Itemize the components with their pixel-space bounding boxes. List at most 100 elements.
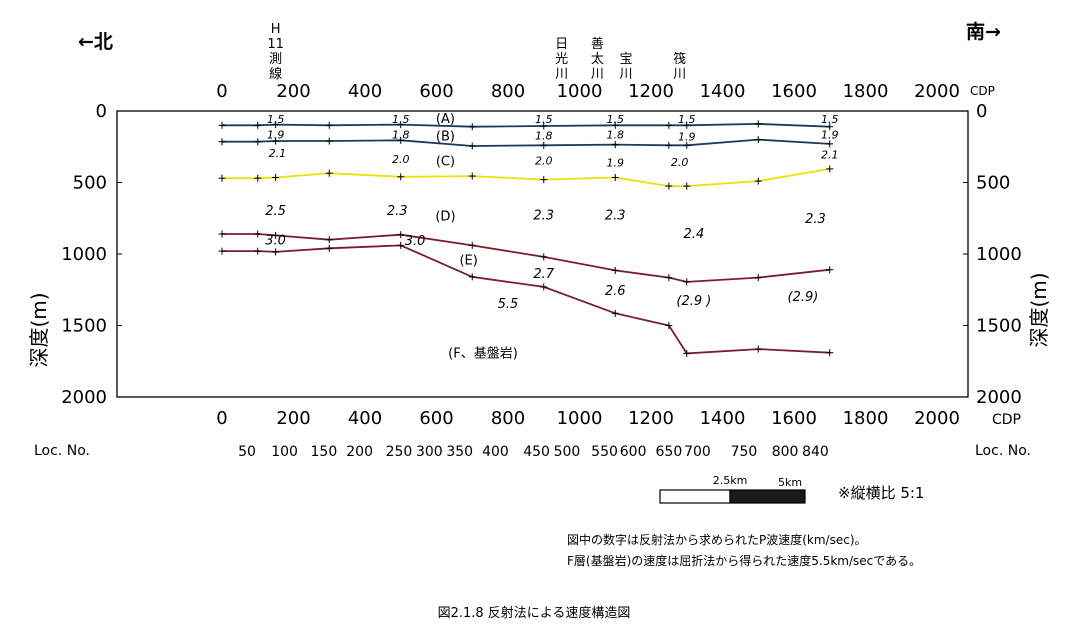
loc-number: 500 — [554, 444, 581, 460]
horizon-point — [272, 248, 280, 256]
river-label-char: 川 — [591, 67, 604, 82]
river-label-char: 川 — [619, 67, 632, 82]
scale-bar-mark-2: 5km — [778, 476, 802, 489]
horizon-point — [468, 241, 476, 249]
horizon-point — [468, 142, 476, 150]
layer-labels: (A) (B) (C) (D) (E) (F、基盤岩) — [435, 112, 517, 362]
horizon-point — [683, 141, 691, 149]
velocity-label: 2.1 — [269, 147, 287, 160]
y-tick-label-left: 500 — [73, 173, 107, 194]
loc-number: 250 — [386, 444, 413, 460]
horizon-point — [665, 121, 673, 129]
direction-left: ←北 — [78, 31, 113, 53]
layer-label: (D) — [435, 209, 455, 224]
velocity-label: 1.5 — [267, 113, 285, 126]
river-label-char: 11 — [267, 37, 284, 52]
horizon-point — [397, 173, 405, 181]
horizon-point — [540, 141, 548, 149]
layer-label: (F、基盤岩) — [448, 347, 518, 362]
y-tick-label-right: 0 — [976, 101, 987, 122]
horizon-point — [826, 123, 834, 131]
y-axis-ticks: 0 0 500 500 1000 1000 1500 1500 2000 2000 — [61, 101, 1022, 408]
velocity-label: 2.6 — [605, 284, 626, 299]
loc-number: 800 — [772, 444, 799, 460]
velocity-label: 2.3 — [533, 208, 554, 223]
horizon-point — [218, 174, 226, 182]
x-tick-label-bottom: 1200 — [628, 408, 674, 429]
river-label: 日光川 — [555, 37, 568, 82]
velocity-label: 2.5 — [265, 204, 286, 219]
loc-number: 700 — [684, 444, 711, 460]
horizon-point — [272, 121, 280, 129]
horizon-point — [397, 241, 405, 249]
velocity-label: 2.0 — [671, 156, 689, 169]
velocity-label: 1.5 — [535, 113, 553, 126]
horizon-line — [222, 244, 830, 355]
velocity-label: 2.3 — [805, 212, 826, 227]
horizon-line — [222, 138, 830, 147]
horizon-point — [325, 236, 333, 244]
river-label-char: 光 — [555, 52, 568, 67]
y-tick-label-left: 2000 — [61, 387, 107, 408]
river-label-char: 太 — [591, 52, 604, 67]
horizon-point — [272, 137, 280, 145]
y-tick-label-right: 1500 — [976, 316, 1022, 337]
velocity-label: 2.3 — [605, 208, 626, 223]
velocity-label: 3.0 — [265, 233, 286, 248]
x-tick-label-bottom: 800 — [491, 408, 525, 429]
velocity-label: 1.9 — [267, 129, 285, 142]
y-tick-label-left: 1000 — [61, 244, 107, 265]
x-tick-label-top: 1800 — [843, 81, 889, 102]
horizon-point — [611, 266, 619, 274]
horizon-point — [218, 121, 226, 129]
y-tick-label-right: 2000 — [976, 387, 1022, 408]
horizon-point — [540, 253, 548, 261]
horizon-point — [540, 176, 548, 184]
velocity-label: 2.7 — [533, 267, 554, 282]
note-line-2: F層(基盤岩)の速度は屈折法から得られた速度5.5km/secである。 — [567, 553, 921, 568]
horizon-point — [665, 141, 673, 149]
river-label-char: 線 — [269, 66, 282, 82]
x-tick-label-top: 0 — [216, 81, 227, 102]
horizon-point — [683, 278, 691, 286]
x-axis-ticks: 0 0 200 200 400 400 600 600 800 800 1000 1000 1200 12… — [216, 81, 960, 429]
horizon-point — [754, 274, 762, 282]
layer-label: (B) — [436, 129, 455, 144]
x-tick-label-top: 600 — [419, 81, 453, 102]
velocity-label: (2.9 ) — [676, 294, 711, 309]
horizon-point — [826, 165, 834, 173]
river-label: 善太川 — [591, 36, 604, 82]
horizon-point — [826, 266, 834, 274]
layer-label: (E) — [459, 254, 477, 269]
velocity-label: 1.8 — [535, 129, 553, 142]
horizon-point — [218, 247, 226, 255]
horizon-point — [325, 169, 333, 177]
horizon-point — [254, 174, 262, 182]
horizon-point — [325, 121, 333, 129]
velocity-label: 1.8 — [607, 129, 625, 142]
note-line-1: 図中の数字は反射法から求められたP波速度(km/sec)。 — [567, 532, 867, 547]
horizon-point — [540, 122, 548, 130]
river-label-char: 川 — [555, 67, 568, 82]
horizon-point — [397, 136, 405, 144]
direction-right: 南→ — [966, 21, 1001, 43]
layer-label: (C) — [436, 154, 455, 169]
horizon-line — [222, 233, 830, 283]
horizon-line — [222, 168, 830, 188]
x-tick-label-top: 1200 — [628, 81, 674, 102]
x-tick-label-bottom: 200 — [276, 408, 310, 429]
river-label-char: 測 — [269, 52, 282, 67]
horizon-point — [665, 322, 673, 329]
horizon-point — [754, 345, 762, 353]
layer-label: (A) — [436, 112, 455, 127]
x-tick-label-top: 2000 — [914, 81, 960, 102]
velocity-label: 1.9 — [678, 131, 696, 144]
horizon-point — [254, 247, 262, 255]
figure-caption: 図2.1.8 反射法による速度構造図 — [438, 605, 631, 621]
horizon-point — [254, 138, 262, 146]
river-label-char: 善 — [591, 36, 604, 52]
velocity-label: 1.5 — [678, 113, 696, 126]
loc-number: 50 — [238, 444, 256, 460]
horizon-point — [611, 141, 619, 149]
